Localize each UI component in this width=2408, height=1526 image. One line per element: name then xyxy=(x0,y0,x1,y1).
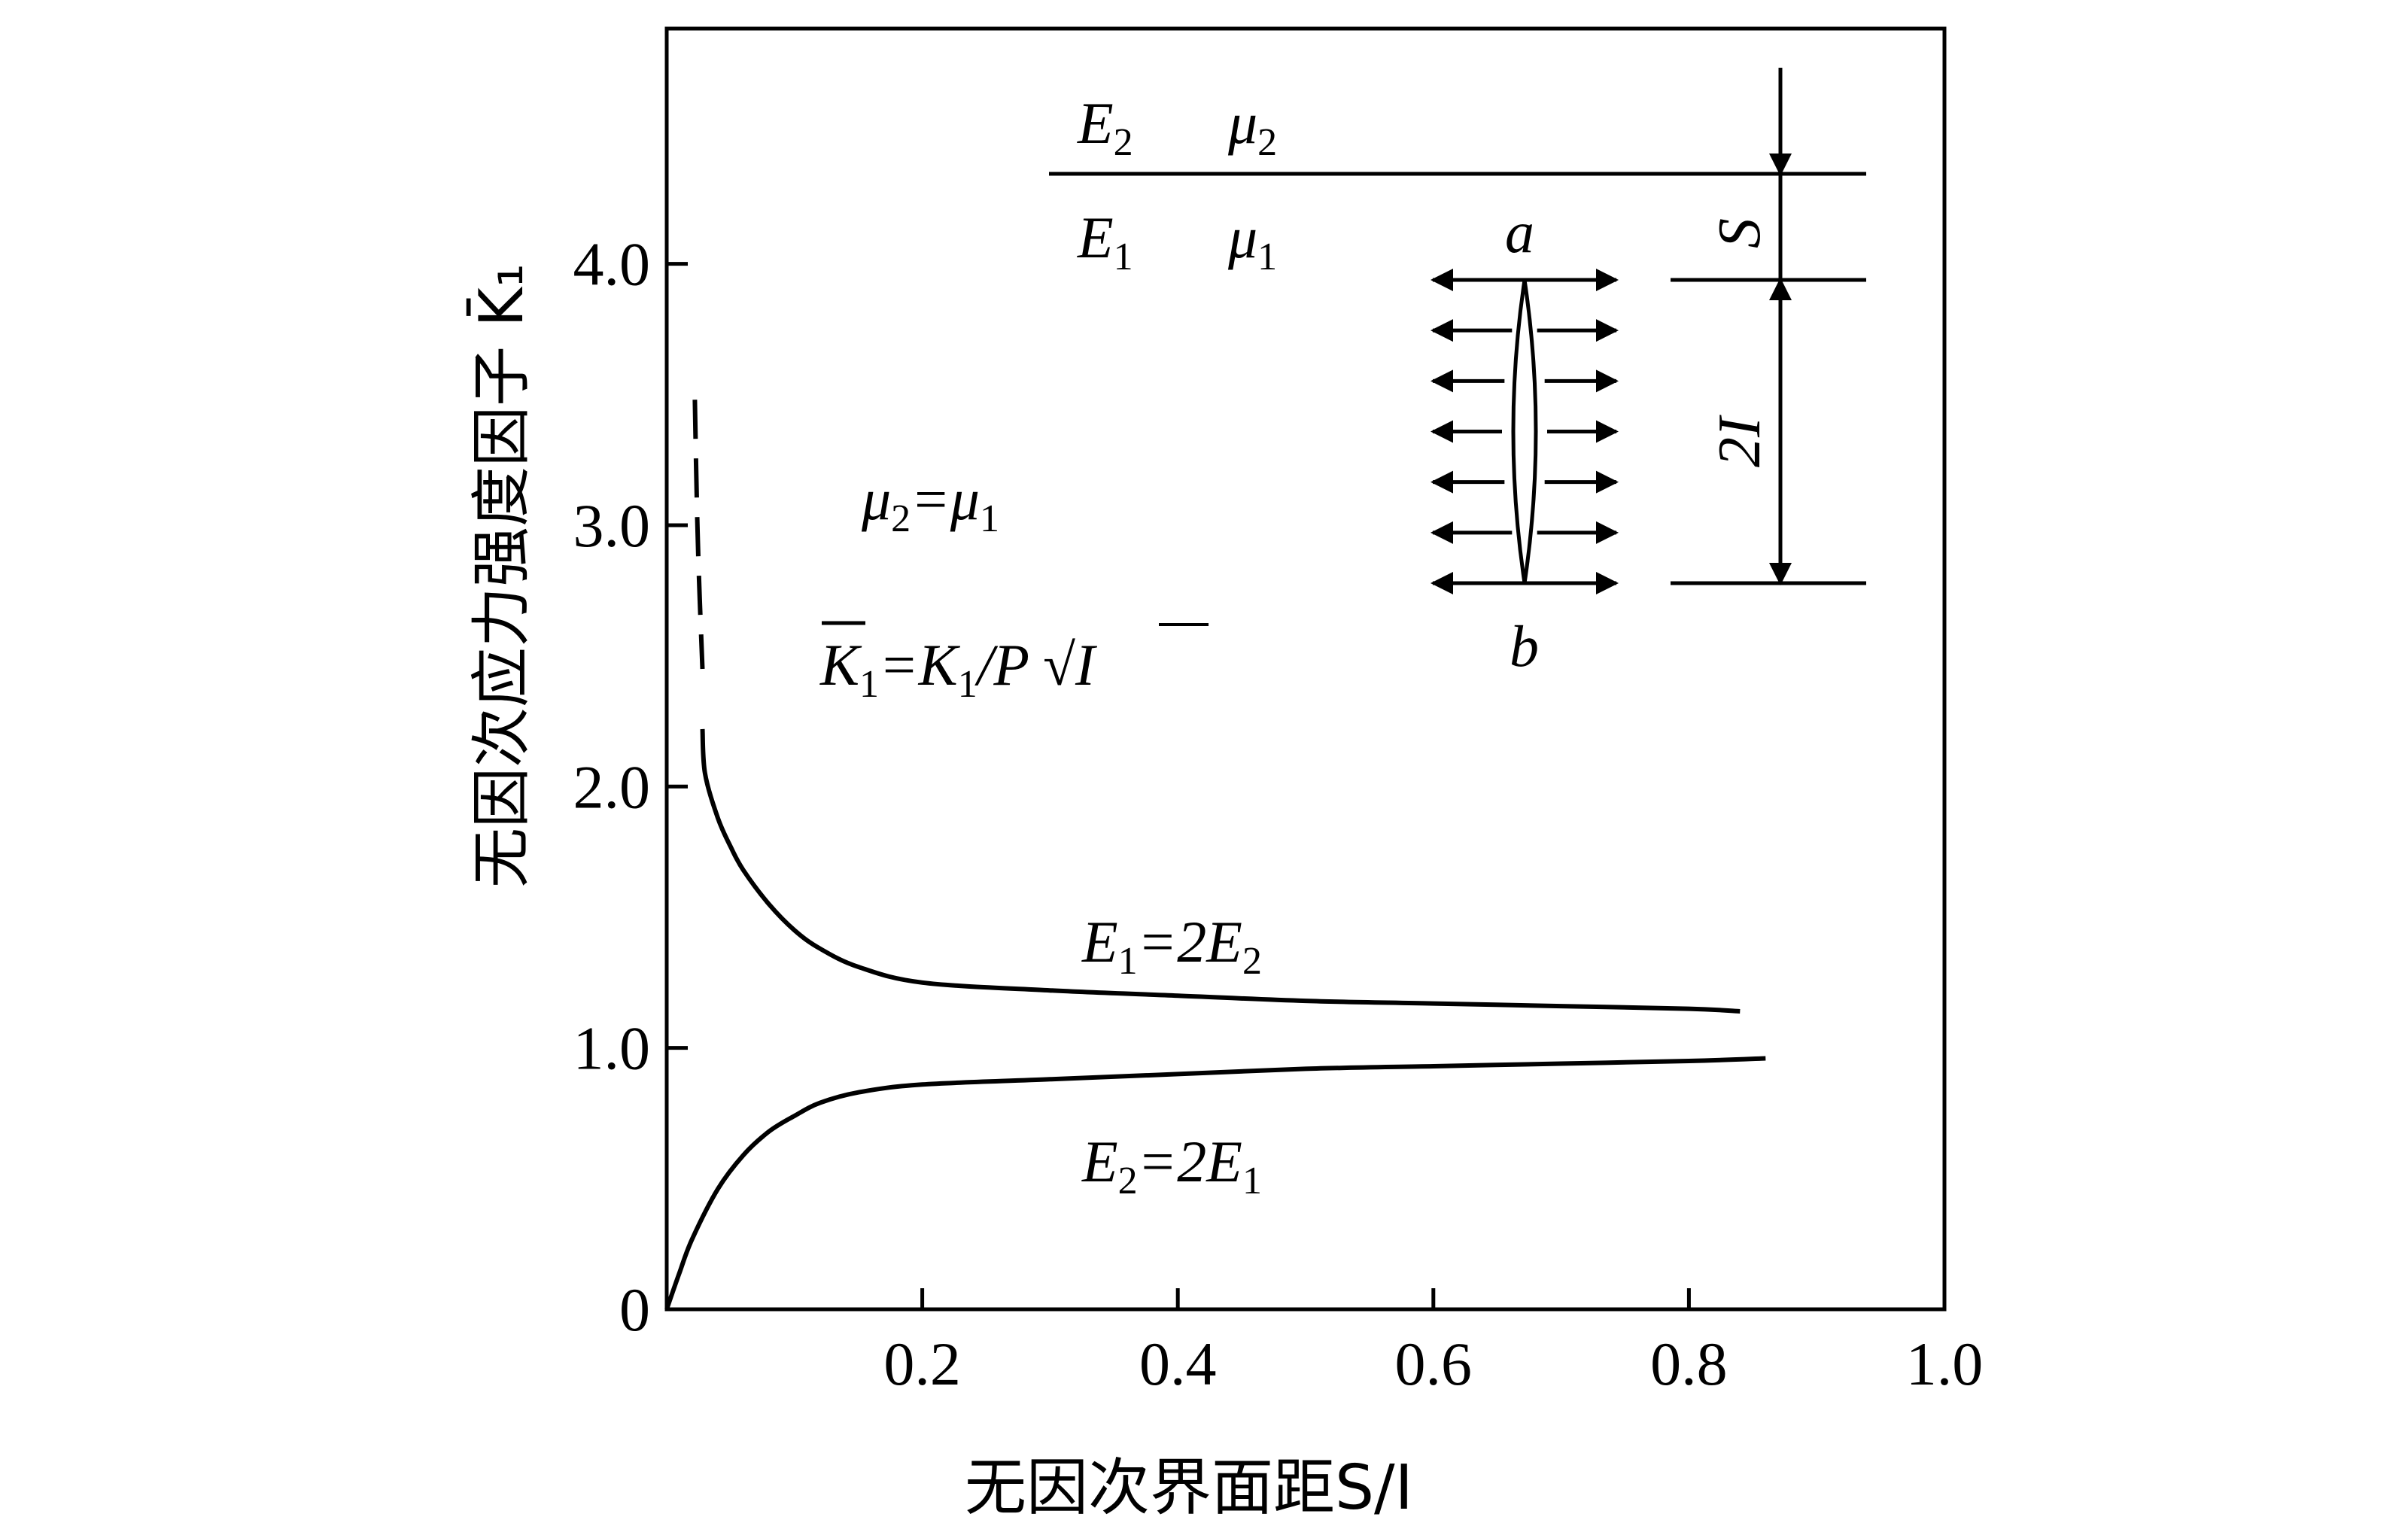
crack-tip-top-label: a xyxy=(1505,199,1534,265)
upper-material-label: E2 μ2 xyxy=(1077,90,1277,164)
series-line-0 xyxy=(700,728,1741,1014)
x-tick-label: 0.6 xyxy=(1395,1330,1473,1398)
y-axis-title-text: 无因次应力强度因子 K̄₁ xyxy=(466,263,537,888)
x-tick-label: 1.0 xyxy=(1906,1330,1984,1398)
y-tick-label: 2.0 xyxy=(573,752,651,821)
crack-tip-bottom-label: b xyxy=(1510,613,1539,679)
y-tick-label: 1.0 xyxy=(573,1014,651,1083)
inset-schematic: E2 μ2 E1 μ1 a b S 2I xyxy=(1049,68,1866,679)
y-tick-label: 3.0 xyxy=(573,491,651,560)
mu-relation-label: μ2=μ1 xyxy=(861,467,999,540)
x-tick-label: 0.4 xyxy=(1139,1330,1217,1398)
series-label-e1-2e2: E1=2E2 xyxy=(1081,909,1262,983)
crack-length-label: 2I xyxy=(1707,415,1773,467)
x-tick-label: 0.8 xyxy=(1650,1330,1728,1398)
series-line-1 xyxy=(692,400,705,670)
x-axis-title: 无因次界面距S/I xyxy=(965,1452,1413,1524)
series-layer xyxy=(664,400,1766,1310)
x-tick-label: 0.2 xyxy=(883,1330,961,1398)
distance-label: S xyxy=(1707,218,1773,248)
x-axis-ticks: 0.2 0.4 0.6 0.8 1.0 xyxy=(883,1288,1983,1398)
plot-frame xyxy=(664,26,1947,1312)
series-label-e2-2e1: E2=2E1 xyxy=(1081,1129,1262,1202)
y-tick-label: 4.0 xyxy=(573,230,651,299)
y-tick-label: 0 xyxy=(619,1275,650,1344)
y-axis-ticks: 0 1.0 2.0 3.0 4.0 xyxy=(573,230,688,1344)
lower-material-label: E1 μ1 xyxy=(1077,205,1277,278)
y-axis-title: 无因次应力强度因子 K̄₁ xyxy=(466,263,537,888)
series-line-2 xyxy=(664,1056,1766,1310)
svg-text:无因次应力强度因子 K̄₁: 无因次应力强度因子 K̄₁ xyxy=(466,263,537,888)
crack-pressure-arrows xyxy=(1431,269,1619,594)
k-definition-label: K1=K1/P √I xyxy=(819,632,1098,706)
crack-shape xyxy=(1511,279,1538,584)
